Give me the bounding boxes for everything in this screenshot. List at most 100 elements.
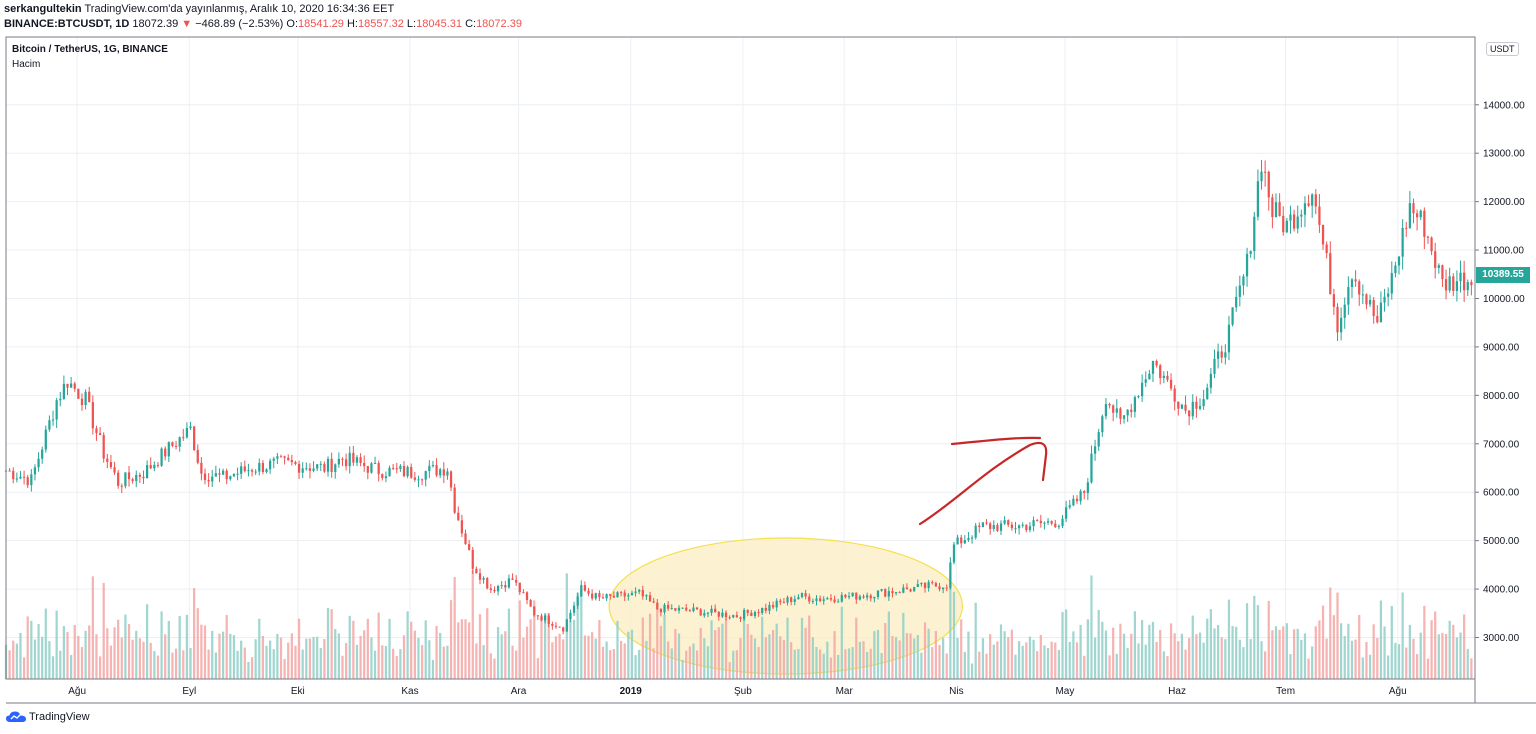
- candle-body: [160, 448, 163, 466]
- currency-badge[interactable]: USDT: [1486, 42, 1519, 56]
- candle-body: [229, 476, 232, 480]
- candle-body: [1444, 279, 1448, 291]
- chart-axes: [5, 36, 1536, 704]
- candle-body: [1361, 294, 1364, 296]
- volume-bar: [236, 650, 239, 679]
- candle-body: [855, 592, 858, 600]
- author-name[interactable]: serkangultekin: [4, 3, 82, 15]
- candle-body: [572, 605, 576, 613]
- candle-body: [551, 623, 554, 626]
- candle-body: [1271, 197, 1274, 218]
- candle-body: [891, 591, 894, 594]
- volume-bar: [967, 631, 970, 679]
- volume-bar: [1025, 642, 1028, 679]
- candle-body: [439, 469, 442, 476]
- volume-bar: [525, 626, 529, 679]
- volume-legend[interactable]: Hacim: [12, 59, 41, 70]
- candle-body: [815, 598, 818, 602]
- candle-body: [91, 402, 94, 429]
- volume-bar: [276, 633, 279, 679]
- volume-bar: [1253, 595, 1256, 679]
- candle-body: [1318, 206, 1321, 225]
- candle-body: [185, 427, 189, 438]
- volume-bar: [1122, 633, 1126, 679]
- volume-bar: [1285, 623, 1288, 679]
- candle-body: [337, 458, 340, 465]
- candle-body: [583, 585, 587, 591]
- volume-bar: [1296, 628, 1299, 679]
- volume-bar: [1372, 624, 1375, 679]
- volume-bar: [681, 659, 684, 679]
- candle-body: [941, 587, 945, 590]
- candle-body: [106, 458, 109, 463]
- volume-bar: [1166, 656, 1169, 679]
- candle-body: [413, 477, 416, 480]
- candle-body: [258, 462, 261, 472]
- volume-bar: [19, 632, 22, 679]
- volume-bar: [221, 631, 225, 679]
- candle-body: [630, 592, 634, 596]
- candle-body: [1253, 216, 1256, 252]
- candle-body: [587, 590, 590, 594]
- candle-body: [1430, 237, 1433, 252]
- candle-body: [627, 595, 630, 597]
- volume-bar: [1238, 639, 1241, 679]
- symbol-label[interactable]: BINANCE:BTCUSDT, 1D: [4, 18, 130, 30]
- volume-bar: [717, 627, 720, 679]
- candle-body: [884, 589, 887, 597]
- candle-body: [1329, 253, 1332, 295]
- candle-body: [989, 523, 992, 529]
- volume-bar: [771, 630, 775, 679]
- volume-bar: [1347, 623, 1350, 679]
- volume-bar: [540, 615, 543, 679]
- volume-bar: [84, 630, 87, 679]
- volume-bar: [1104, 630, 1108, 679]
- volume-bar: [963, 651, 966, 679]
- volume-bar: [1303, 633, 1307, 679]
- volume-bar: [167, 620, 170, 679]
- volume-bar: [551, 642, 554, 679]
- volume-bar: [26, 616, 29, 679]
- candle-body: [913, 587, 916, 592]
- candle-body: [1133, 397, 1137, 412]
- volume-bar: [88, 625, 91, 679]
- chart-legend-title[interactable]: Bitcoin / TetherUS, 1G, BINANCE: [12, 44, 168, 55]
- volume-bar: [674, 628, 677, 679]
- x-tick-label: Eki: [291, 686, 305, 697]
- volume-bar: [869, 648, 872, 679]
- tradingview-logo[interactable]: TradingView: [6, 711, 90, 723]
- volume-bar: [305, 638, 308, 679]
- volume-bar: [612, 649, 615, 679]
- volume-bar: [638, 649, 641, 679]
- candle-body: [1137, 396, 1140, 398]
- candle-body: [164, 448, 167, 457]
- volume-bar: [229, 633, 232, 679]
- volume-bar: [131, 639, 134, 679]
- volume-bar: [1043, 645, 1046, 679]
- volume-bar: [1390, 606, 1393, 679]
- candle-body: [200, 462, 203, 474]
- candle-body: [1162, 375, 1165, 379]
- volume-bar: [580, 589, 583, 679]
- candle-body: [876, 590, 880, 597]
- candle-body: [102, 435, 105, 459]
- candle-body: [1036, 520, 1039, 522]
- candle-body: [1126, 409, 1129, 416]
- volume-bar: [855, 617, 858, 679]
- volume-bar: [334, 629, 337, 679]
- candle-body: [601, 597, 605, 599]
- volume-bar: [934, 631, 938, 679]
- candle-body: [1390, 273, 1393, 294]
- volume-bars: [4, 570, 1473, 679]
- candle-body: [648, 595, 652, 602]
- volume-bar: [424, 620, 427, 679]
- candle-body: [1090, 453, 1093, 483]
- volume-bar: [247, 661, 250, 679]
- volume-bar: [533, 600, 536, 679]
- candle-body: [797, 597, 800, 600]
- volume-bar: [55, 610, 58, 679]
- candle-body: [297, 463, 301, 473]
- candle-body: [1368, 299, 1372, 305]
- volume-bar: [1198, 632, 1202, 679]
